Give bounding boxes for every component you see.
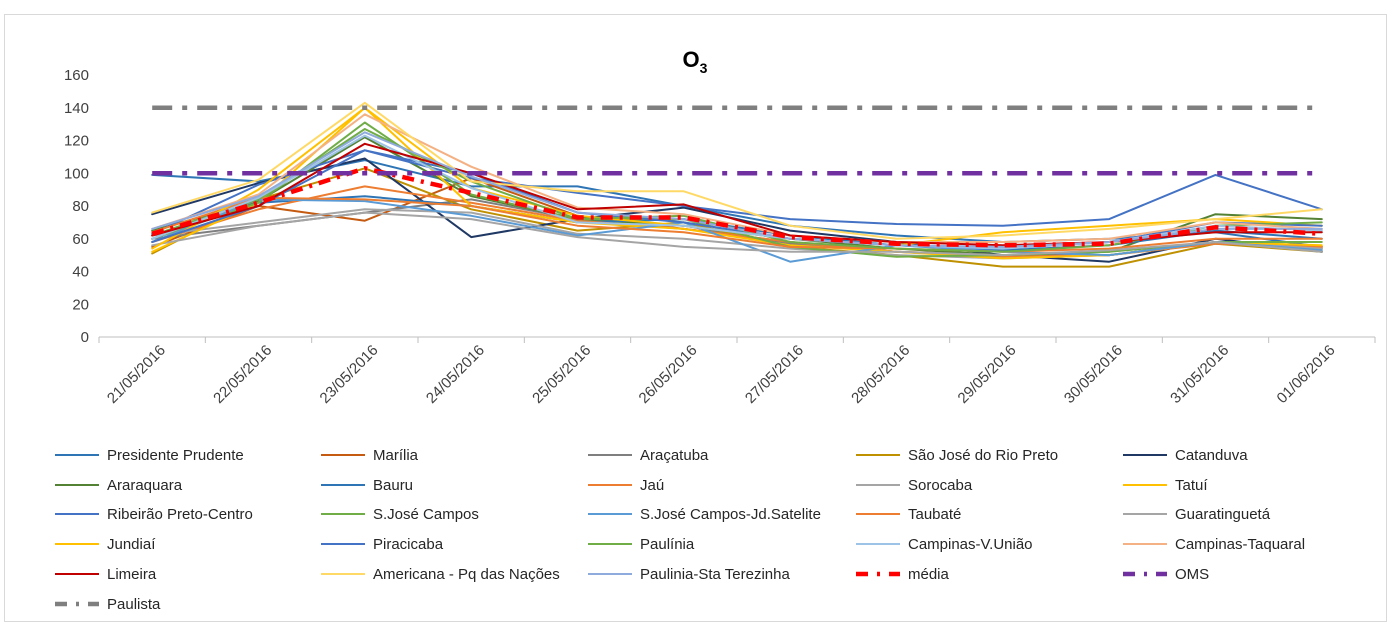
y-tick-label: 120 bbox=[64, 133, 89, 150]
series-line-guaratingueta bbox=[151, 211, 1323, 257]
y-tick-label: 80 bbox=[72, 198, 89, 215]
legend-label-jundiai: Jundiaí bbox=[107, 536, 156, 553]
plot-area bbox=[151, 101, 1323, 268]
legend-label-paulinia: Paulínia bbox=[640, 536, 695, 553]
legend-label-taubate: Taubaté bbox=[908, 506, 961, 523]
legend-label-marilia: Marília bbox=[373, 447, 419, 464]
series-line-s-jose-campos-jd-satelite bbox=[151, 198, 1323, 263]
series-line-campinas-taquaral bbox=[151, 113, 1323, 243]
series-line-presidente-prudente bbox=[151, 159, 1323, 248]
legend-label-limeira: Limeira bbox=[107, 566, 157, 583]
legend-label-sorocaba: Sorocaba bbox=[908, 477, 973, 494]
x-tick-label: 30/05/2016 bbox=[1061, 342, 1126, 407]
legend-label-ribeirao-preto-centro: Ribeirão Preto-Centro bbox=[107, 506, 253, 523]
legend-label-campinas-taquaral: Campinas-Taquaral bbox=[1175, 536, 1305, 553]
x-tick-label: 26/05/2016 bbox=[636, 342, 701, 407]
legend-label-s-jose-campos-jd-satelite: S.José Campos-Jd.Satelite bbox=[640, 506, 821, 523]
legend-label-piracicaba: Piracicaba bbox=[373, 536, 444, 553]
legend-label-tatui: Tatuí bbox=[1175, 477, 1208, 494]
chart-frame bbox=[4, 14, 1387, 622]
y-tick-label: 140 bbox=[64, 100, 89, 117]
x-tick-label: 28/05/2016 bbox=[848, 342, 913, 407]
x-tick-label: 01/06/2016 bbox=[1274, 342, 1339, 407]
series-line-ribeirao-preto-centro bbox=[151, 149, 1323, 235]
x-tick-label: 24/05/2016 bbox=[423, 342, 488, 407]
series-line-jau bbox=[151, 185, 1323, 258]
legend-label-presidente-prudente: Presidente Prudente bbox=[107, 447, 244, 464]
legend-label-aracatuba: Araçatuba bbox=[640, 447, 709, 464]
legend-label-paulista: Paulista bbox=[107, 596, 161, 613]
legend-label-paulinia-sta-terezinha: Paulinia-Sta Terezinha bbox=[640, 566, 790, 583]
x-tick-label: 25/05/2016 bbox=[529, 342, 594, 407]
series-line-americana-pq-das-nacoes bbox=[151, 101, 1323, 240]
y-tick-label: 0 bbox=[81, 329, 89, 346]
legend-label-oms: OMS bbox=[1175, 566, 1209, 583]
y-tick-label: 20 bbox=[72, 296, 89, 313]
legend-label-campinas-v-uniao: Campinas-V.União bbox=[908, 536, 1033, 553]
series-line-taubate bbox=[151, 196, 1323, 253]
legend-label-guaratingueta: Guaratinguetá bbox=[1175, 506, 1271, 523]
x-tick-label: 27/05/2016 bbox=[742, 342, 807, 407]
x-tick-label: 29/05/2016 bbox=[955, 342, 1020, 407]
legend-label-media: média bbox=[908, 566, 950, 583]
legend-label-catanduva: Catanduva bbox=[1175, 447, 1248, 464]
legend-label-bauru: Bauru bbox=[373, 477, 413, 494]
legend: Presidente Prudente Marília Araçatuba São J… bbox=[55, 447, 1305, 613]
x-tick-label: 22/05/2016 bbox=[210, 342, 275, 407]
y-tick-label: 160 bbox=[64, 67, 89, 84]
x-tick-label: 21/05/2016 bbox=[104, 342, 169, 407]
y-tick-label: 60 bbox=[72, 231, 89, 248]
legend-label-americana-pq-das-nacoes: Americana - Pq das Nações bbox=[373, 566, 560, 583]
chart-title: O3 bbox=[683, 47, 708, 76]
x-tick-label: 31/05/2016 bbox=[1167, 342, 1232, 407]
y-tick-label: 40 bbox=[72, 264, 89, 281]
legend-label-jau: Jaú bbox=[640, 477, 664, 494]
legend-label-sao-jose-do-rio-preto: São José do Rio Preto bbox=[908, 447, 1058, 464]
y-tick-label: 100 bbox=[64, 165, 89, 182]
legend-label-araraquara: Araraquara bbox=[107, 477, 183, 494]
x-tick-label: 23/05/2016 bbox=[317, 342, 382, 407]
legend-label-s-jose-campos: S.José Campos bbox=[373, 506, 479, 523]
